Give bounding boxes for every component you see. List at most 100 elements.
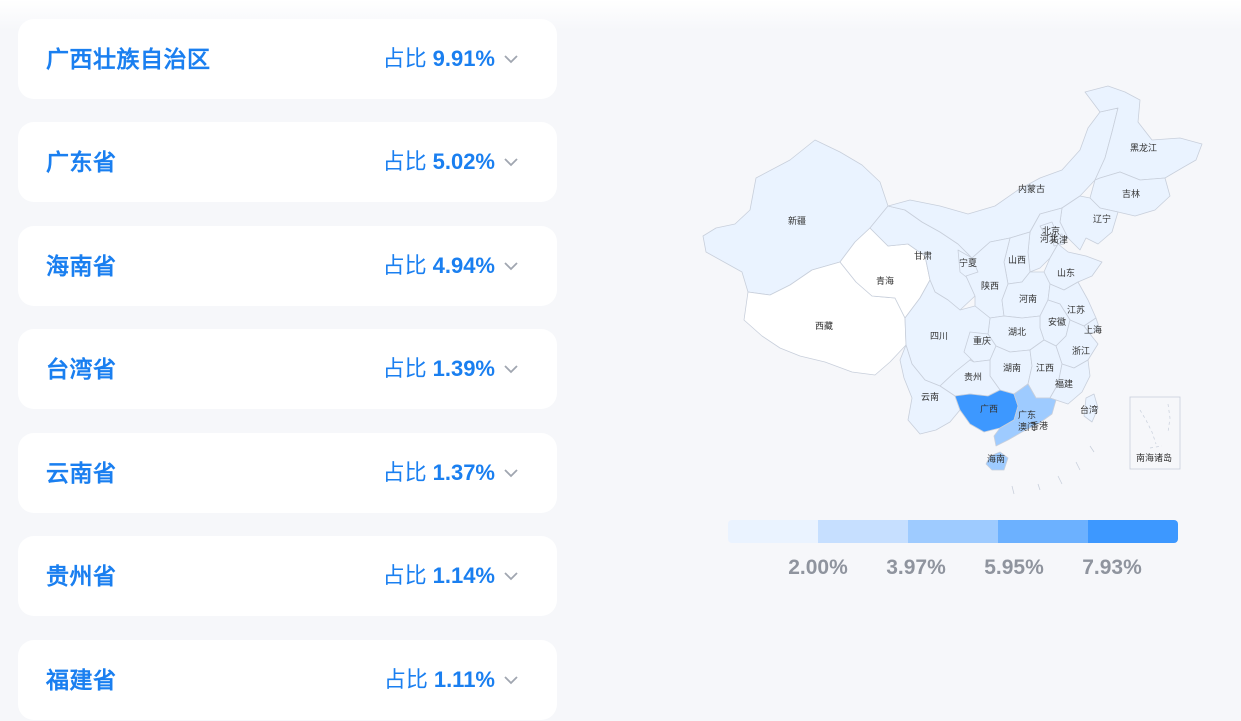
map-label-liaoning: 辽宁 [1093, 213, 1111, 224]
region-item-guangxi[interactable]: 广西壮族自治区 占比 9.91% [18, 19, 557, 99]
region-share: 占比 4.94% [383, 226, 495, 306]
map-label-ningxia: 宁夏 [959, 257, 977, 268]
map-label-beijing: 北京 [1042, 225, 1060, 236]
map-label-guangxi: 广西 [980, 403, 998, 414]
province-hainan[interactable] [985, 451, 1009, 471]
share-prefix: 占比 [382, 46, 427, 71]
map-label-hubei: 湖北 [1008, 327, 1026, 337]
chevron-down-icon[interactable] [503, 51, 519, 67]
map-label-jilin: 吉林 [1122, 188, 1140, 199]
map-label-fujian: 福建 [1055, 378, 1073, 389]
share-value: 1.11% [433, 667, 495, 692]
share-prefix: 占比 [382, 356, 427, 381]
china-map: 新疆 西藏 青海 甘肃 内蒙古 黑龙江 吉林 辽宁 北京 天津 河北 山西 宁夏… [702, 85, 1203, 495]
share-value: 4.94% [432, 253, 495, 278]
map-label-xizang: 西藏 [815, 320, 833, 331]
chevron-down-icon[interactable] [503, 465, 519, 481]
map-label-shandong: 山东 [1057, 267, 1075, 278]
region-item-yunnan[interactable]: 云南省 占比 1.37% [18, 433, 557, 513]
map-label-hebei: 河北 [1040, 233, 1058, 244]
share-value: 5.02% [432, 149, 495, 174]
region-name: 广西壮族自治区 [46, 46, 211, 72]
region-name: 广东省 [46, 149, 117, 175]
map-label-anhui: 安徽 [1048, 316, 1066, 327]
map-label-taiwan: 台湾 [1080, 404, 1098, 415]
map-label-neimenggu: 内蒙古 [1018, 183, 1045, 194]
map-label-gansu: 甘肃 [914, 250, 932, 261]
region-share: 占比 1.14% [383, 536, 495, 616]
map-label-jiangxi: 江西 [1036, 363, 1054, 373]
map-label-hainan: 海南 [987, 453, 1005, 464]
region-item-taiwan[interactable]: 台湾省 占比 1.39% [18, 329, 557, 409]
share-value: 1.14% [432, 563, 495, 588]
legend-labels: 2.00% 3.97% 5.95% 7.93% [728, 556, 1178, 586]
south-sea-inset [1129, 396, 1181, 470]
map-label-guangdong: 广东 [1018, 409, 1036, 420]
island-dashes [1011, 445, 1095, 495]
legend-label: 3.97% [886, 556, 946, 579]
chevron-down-icon[interactable] [503, 154, 519, 170]
south-sea-dashes [1139, 403, 1171, 449]
map-label-tianjin: 天津 [1050, 235, 1068, 245]
share-value: 1.37% [432, 460, 495, 485]
province-taiwan[interactable] [1083, 393, 1099, 423]
share-value: 1.39% [432, 356, 495, 381]
chevron-down-icon[interactable] [503, 672, 519, 688]
map-label-yunnan: 云南 [921, 391, 939, 402]
region-name: 贵州省 [46, 563, 117, 589]
map-label-xinjiang: 新疆 [788, 215, 806, 226]
legend-segment [1088, 520, 1178, 543]
region-name: 海南省 [46, 253, 117, 279]
map-label-hongkong: 香港 [1030, 420, 1048, 431]
map-label-macau: 澳门 [1018, 421, 1036, 432]
map-label-south-sea: 南海诸岛 [1136, 452, 1172, 463]
share-prefix: 占比 [383, 667, 428, 692]
region-share: 占比 9.91% [383, 19, 495, 99]
legend-label: 5.95% [984, 556, 1044, 579]
map-label-henan: 河南 [1019, 293, 1037, 304]
region-share: 占比 1.11% [384, 640, 495, 720]
share-prefix: 占比 [382, 149, 427, 174]
province-fujian[interactable] [1049, 359, 1091, 405]
map-label-guizhou: 贵州 [964, 371, 982, 382]
chevron-down-icon[interactable] [503, 361, 519, 377]
map-label-shanxi: 山西 [1008, 255, 1026, 265]
map-label-shanghai: 上海 [1084, 324, 1102, 335]
map-label-zhejiang: 浙江 [1072, 345, 1090, 356]
province-yunnan[interactable] [899, 344, 961, 435]
region-item-fujian[interactable]: 福建省 占比 1.11% [18, 640, 557, 720]
share-prefix: 占比 [382, 460, 427, 485]
region-item-guizhou[interactable]: 贵州省 占比 1.14% [18, 536, 557, 616]
region-item-guangdong[interactable]: 广东省 占比 5.02% [18, 122, 557, 202]
map-label-sichuan: 四川 [930, 331, 948, 341]
legend-segment [728, 520, 818, 543]
legend-color-bar [728, 520, 1178, 543]
region-name: 云南省 [46, 460, 117, 486]
share-prefix: 占比 [382, 563, 427, 588]
legend-segment [818, 520, 908, 543]
map-label-hunan: 湖南 [1003, 362, 1021, 373]
region-name: 福建省 [46, 667, 117, 693]
province-heilongjiang[interactable] [1084, 85, 1203, 181]
region-name: 台湾省 [46, 356, 117, 382]
legend-label: 2.00% [788, 556, 848, 579]
legend-label: 7.93% [1082, 556, 1142, 579]
map-label-heilongjiang: 黑龙江 [1130, 142, 1157, 153]
province-tianjin[interactable] [1051, 233, 1065, 247]
chevron-down-icon[interactable] [503, 568, 519, 584]
legend-segment [998, 520, 1088, 543]
share-prefix: 占比 [382, 253, 427, 278]
region-item-hainan[interactable]: 海南省 占比 4.94% [18, 226, 557, 306]
chevron-down-icon[interactable] [503, 258, 519, 274]
region-share: 占比 5.02% [383, 122, 495, 202]
map-label-chongqing: 重庆 [973, 335, 991, 346]
map-label-qinghai: 青海 [876, 275, 894, 286]
map-label-shaanxi: 陕西 [981, 280, 999, 291]
region-share: 占比 1.39% [383, 329, 495, 409]
province-guangdong[interactable] [993, 383, 1057, 447]
share-value: 9.91% [432, 46, 495, 71]
legend-segment [908, 520, 998, 543]
map-label-jiangsu: 江苏 [1067, 304, 1085, 315]
province-beijing[interactable] [1039, 221, 1057, 237]
region-share: 占比 1.37% [383, 433, 495, 513]
